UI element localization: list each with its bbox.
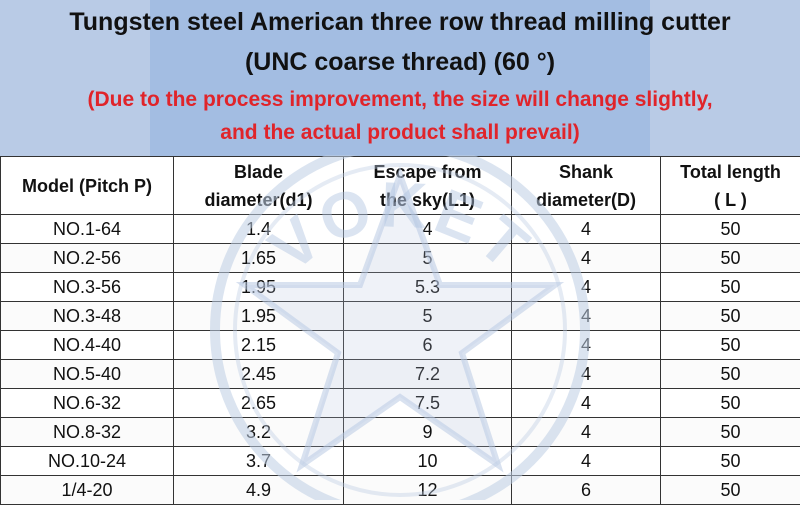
cell-model: NO.4-40 (1, 331, 174, 360)
cell-model: NO.3-48 (1, 302, 174, 331)
header-total-length-line1: Total length (661, 158, 800, 186)
header-row: Model (Pitch P) Blade diameter(d1) Escap… (1, 157, 800, 215)
cell-blade-diameter: 1.95 (174, 302, 344, 331)
header-blade-diameter: Blade diameter(d1) (174, 157, 344, 215)
notice-line-1: (Due to the process improvement, the siz… (0, 88, 800, 112)
header-total-length-line2: ( L ) (661, 186, 800, 214)
cell-model: NO.6-32 (1, 389, 174, 418)
title-banner: Tungsten steel American three row thread… (0, 0, 800, 156)
cell-escape-length: 10 (344, 447, 512, 476)
cell-total-length: 50 (661, 418, 800, 447)
cell-total-length: 50 (661, 331, 800, 360)
page-title-line-2: (UNC coarse thread) (60 °) (0, 48, 800, 77)
spec-table-head: Model (Pitch P) Blade diameter(d1) Escap… (1, 157, 800, 215)
cell-blade-diameter: 2.45 (174, 360, 344, 389)
cell-total-length: 50 (661, 389, 800, 418)
cell-total-length: 50 (661, 447, 800, 476)
cell-escape-length: 6 (344, 331, 512, 360)
cell-blade-diameter: 2.15 (174, 331, 344, 360)
page-title-line-1: Tungsten steel American three row thread… (0, 8, 800, 37)
cell-total-length: 50 (661, 244, 800, 273)
cell-total-length: 50 (661, 215, 800, 244)
header-model-label: Model (Pitch P) (22, 176, 152, 196)
cell-escape-length: 9 (344, 418, 512, 447)
cell-blade-diameter: 1.65 (174, 244, 344, 273)
cell-model: NO.2-56 (1, 244, 174, 273)
header-escape-length: Escape from the sky(L1) (344, 157, 512, 215)
header-shank-diameter-line2: diameter(D) (512, 186, 660, 214)
cell-blade-diameter: 1.4 (174, 215, 344, 244)
header-shank-diameter-line1: Shank (512, 158, 660, 186)
cell-shank-diameter: 4 (512, 447, 661, 476)
cell-shank-diameter: 4 (512, 215, 661, 244)
cell-shank-diameter: 4 (512, 273, 661, 302)
spec-table: Model (Pitch P) Blade diameter(d1) Escap… (0, 156, 800, 505)
cell-shank-diameter: 4 (512, 244, 661, 273)
cell-blade-diameter: 2.65 (174, 389, 344, 418)
cell-model: NO.3-56 (1, 273, 174, 302)
cell-shank-diameter: 6 (512, 476, 661, 505)
cell-total-length: 50 (661, 476, 800, 505)
cell-blade-diameter: 1.95 (174, 273, 344, 302)
header-shank-diameter: Shank diameter(D) (512, 157, 661, 215)
header-escape-length-line1: Escape from (344, 158, 511, 186)
header-model: Model (Pitch P) (1, 157, 174, 215)
cell-shank-diameter: 4 (512, 418, 661, 447)
cell-shank-diameter: 4 (512, 389, 661, 418)
cell-shank-diameter: 4 (512, 331, 661, 360)
cell-model: 1/4-20 (1, 476, 174, 505)
header-total-length: Total length ( L ) (661, 157, 800, 215)
cell-total-length: 50 (661, 273, 800, 302)
cell-escape-length: 7.2 (344, 360, 512, 389)
cell-shank-diameter: 4 (512, 360, 661, 389)
cell-escape-length: 5 (344, 302, 512, 331)
cell-model: NO.8-32 (1, 418, 174, 447)
notice-line-2: and the actual product shall prevail) (0, 121, 800, 145)
cell-escape-length: 4 (344, 215, 512, 244)
cell-blade-diameter: 3.7 (174, 447, 344, 476)
header-escape-length-line2: the sky(L1) (344, 186, 511, 214)
cell-escape-length: 5.3 (344, 273, 512, 302)
cell-blade-diameter: 4.9 (174, 476, 344, 505)
cell-escape-length: 5 (344, 244, 512, 273)
cell-model: NO.1-64 (1, 215, 174, 244)
cell-shank-diameter: 4 (512, 302, 661, 331)
cell-escape-length: 12 (344, 476, 512, 505)
cell-escape-length: 7.5 (344, 389, 512, 418)
cell-total-length: 50 (661, 302, 800, 331)
cell-blade-diameter: 3.2 (174, 418, 344, 447)
cell-total-length: 50 (661, 360, 800, 389)
header-blade-diameter-line1: Blade (174, 158, 343, 186)
header-blade-diameter-line2: diameter(d1) (174, 186, 343, 214)
cell-model: NO.5-40 (1, 360, 174, 389)
cell-model: NO.10-24 (1, 447, 174, 476)
